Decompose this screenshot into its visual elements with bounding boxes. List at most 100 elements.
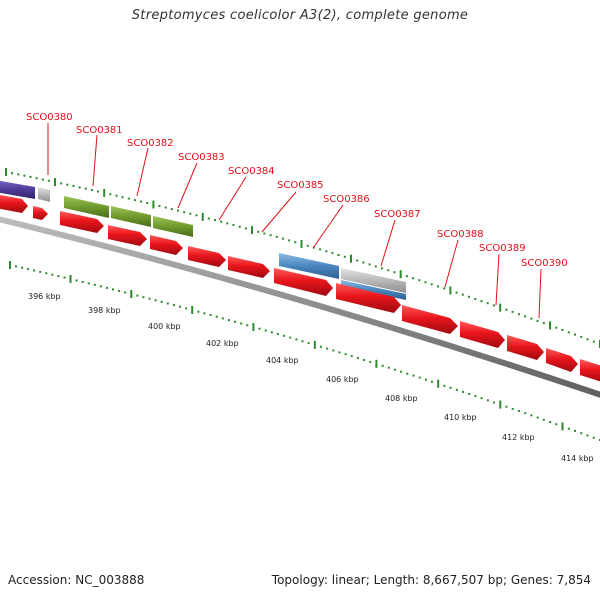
topology-value: linear	[331, 573, 366, 587]
minor-tick	[337, 254, 340, 256]
kbp-tick-label: 404 kbp	[266, 356, 299, 365]
minor-tick	[319, 248, 322, 251]
minor-tick	[381, 364, 384, 367]
minor-tick	[29, 175, 32, 178]
minor-tick	[105, 286, 108, 289]
feature-track-upper	[0, 180, 406, 300]
gene-label-sco0382[interactable]: SCO0382	[127, 138, 174, 149]
minor-tick	[35, 177, 38, 180]
major-tick	[251, 226, 253, 235]
gene-track	[0, 194, 600, 383]
gene-label-sco0384[interactable]: SCO0384	[228, 166, 275, 177]
minor-tick	[567, 427, 570, 430]
major-tick	[103, 188, 106, 197]
minor-tick	[183, 211, 186, 214]
minor-tick	[57, 275, 60, 278]
minor-tick	[209, 314, 212, 316]
gene-arrow[interactable]	[507, 335, 544, 360]
minor-tick	[574, 333, 576, 336]
minor-tick	[109, 193, 112, 196]
minor-tick	[363, 359, 366, 361]
gene-label-sco0385[interactable]: SCO0385	[277, 180, 324, 191]
minor-tick	[356, 357, 359, 360]
minor-tick	[220, 220, 223, 223]
gene-arrow[interactable]	[274, 268, 333, 296]
minor-tick	[263, 232, 266, 235]
gene-label-sco0381[interactable]: SCO0381	[76, 125, 123, 136]
gene-arrow[interactable]	[336, 283, 401, 313]
kbp-tick-labels: 396 kbp 398 kbp 400 kbp 402 kbp 404 kbp …	[28, 292, 594, 463]
minor-tick	[33, 269, 36, 272]
gene-arrow[interactable]	[0, 194, 28, 213]
minor-tick	[536, 416, 539, 419]
kbp-tick-label: 406 kbp	[326, 375, 359, 384]
minor-tick	[166, 302, 169, 305]
upper-tick-track	[5, 168, 600, 348]
minor-tick	[146, 202, 149, 204]
minor-tick	[140, 200, 143, 203]
minor-tick	[344, 353, 347, 356]
minor-tick	[87, 282, 90, 285]
minor-tick	[586, 338, 589, 341]
kbp-tick-label: 412 kbp	[502, 433, 535, 442]
major-tick	[191, 306, 194, 314]
gene-label-sco0388[interactable]: SCO0388	[437, 229, 484, 240]
blue-feature-thin	[341, 280, 406, 300]
major-tick	[130, 290, 133, 298]
minor-tick	[505, 405, 508, 408]
minor-tick	[381, 267, 383, 270]
gene-arrow[interactable]	[33, 206, 48, 220]
major-tick	[350, 254, 352, 263]
minor-tick	[356, 259, 359, 262]
gene-arrow[interactable]	[188, 246, 226, 267]
minor-tick	[203, 312, 206, 315]
minor-tick	[234, 320, 236, 323]
leader-line	[261, 191, 297, 233]
kbp-tick-label: 402 kbp	[206, 339, 239, 348]
gene-arrow[interactable]	[228, 256, 270, 278]
gene-arrow[interactable]	[460, 321, 505, 348]
minor-tick	[39, 270, 42, 273]
minor-tick	[393, 368, 396, 371]
backbone-layer	[0, 216, 600, 398]
minor-tick	[567, 331, 570, 334]
leader-line	[177, 162, 198, 209]
minor-tick	[412, 374, 415, 377]
major-tick	[561, 422, 564, 431]
minor-tick	[118, 290, 121, 292]
gene-arrow[interactable]	[60, 211, 104, 233]
major-tick	[9, 261, 11, 269]
green-feature-1	[64, 196, 109, 218]
minor-tick	[170, 208, 173, 211]
minor-tick	[418, 376, 421, 379]
minor-tick	[281, 237, 284, 240]
minor-tick	[474, 395, 477, 398]
minor-tick	[112, 288, 114, 291]
minor-tick	[486, 302, 489, 305]
gene-label-sco0389[interactable]: SCO0389	[479, 243, 526, 254]
major-tick	[69, 275, 72, 283]
gene-arrow[interactable]	[580, 359, 600, 383]
major-tick	[499, 400, 502, 409]
minor-tick	[27, 268, 30, 271]
gene-label-sco0380[interactable]: SCO0380	[26, 112, 73, 123]
gene-label-sco0383[interactable]: SCO0383	[178, 152, 225, 163]
minor-tick	[148, 297, 151, 300]
minor-tick	[306, 244, 309, 247]
blue-feature	[279, 253, 339, 279]
minor-tick	[474, 297, 477, 300]
gene-arrow[interactable]	[150, 235, 183, 255]
major-tick	[437, 379, 440, 388]
gene-label-sco0386[interactable]: SCO0386	[323, 194, 370, 205]
minor-tick	[307, 342, 310, 345]
minor-tick	[455, 291, 458, 294]
green-feature-2	[111, 206, 151, 227]
gene-label-sco0390[interactable]: SCO0390	[521, 258, 568, 269]
gene-arrow[interactable]	[546, 348, 578, 372]
gene-label-sco0387[interactable]: SCO0387	[374, 209, 421, 220]
leader-line	[312, 204, 344, 249]
minor-tick	[443, 287, 446, 290]
gene-arrow[interactable]	[108, 225, 147, 246]
gene-arrow[interactable]	[402, 305, 458, 334]
minor-tick	[160, 300, 163, 303]
